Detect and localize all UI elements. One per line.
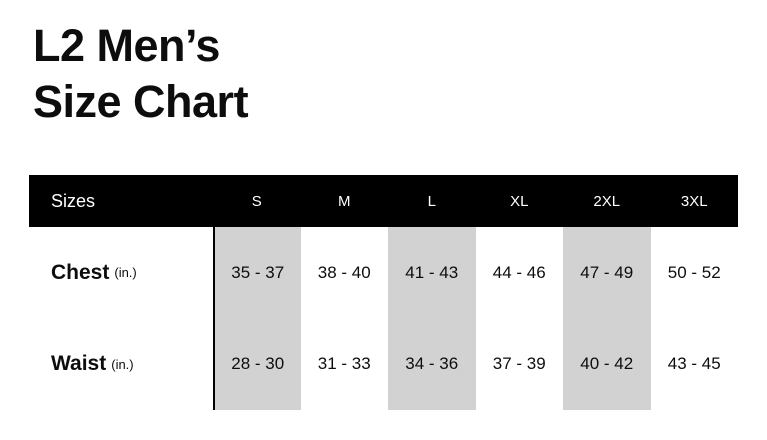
column-header-3xl: 3XL bbox=[680, 192, 708, 210]
table-row-chest: Chest (in.) 35 - 37 38 - 40 41 - 43 44 -… bbox=[29, 227, 738, 319]
cell-chest-m: 38 - 40 bbox=[317, 262, 371, 282]
page-title-line2: Size Chart bbox=[33, 76, 249, 127]
cell-waist-3xl: 43 - 45 bbox=[667, 354, 721, 374]
column-header-s: S bbox=[251, 192, 262, 210]
cell-chest-xl: 44 - 46 bbox=[492, 262, 546, 282]
cell-chest-l: 41 - 43 bbox=[388, 227, 476, 319]
table-header-row: Sizes S M L XL 2XL 3XL bbox=[29, 175, 738, 227]
size-chart-table: Sizes S M L XL 2XL 3XL Chest (in.) 35 - … bbox=[29, 175, 738, 410]
row-unit-waist-text: (in.) bbox=[111, 356, 134, 372]
cell-waist-xl: 37 - 39 bbox=[492, 354, 546, 374]
cell-waist-l: 34 - 36 bbox=[388, 318, 476, 410]
cell-waist-2xl: 40 - 42 bbox=[563, 318, 651, 410]
column-header-xl: XL bbox=[510, 192, 529, 210]
cell-chest-2xl: 47 - 49 bbox=[563, 227, 651, 319]
row-label-waist: Waist (in.) bbox=[29, 319, 213, 411]
cell-chest-s: 35 - 37 bbox=[213, 227, 301, 319]
table-row-waist: Waist (in.) 28 - 30 31 - 33 34 - 36 37 -… bbox=[29, 318, 738, 411]
column-header-2xl: 2XL bbox=[593, 192, 621, 210]
page-title-line1: L2 Men’s bbox=[33, 20, 220, 71]
cell-waist-m: 31 - 33 bbox=[317, 354, 371, 374]
row-label-chest-text: Chest bbox=[51, 260, 110, 284]
column-header-sizes: Sizes bbox=[51, 190, 96, 211]
cell-waist-s: 28 - 30 bbox=[213, 318, 301, 410]
row-label-chest: Chest (in.) bbox=[29, 227, 213, 319]
column-header-m: M bbox=[338, 192, 351, 210]
page-title: L2 Men’s Size Chart bbox=[33, 18, 249, 130]
row-label-waist-text: Waist bbox=[51, 352, 107, 376]
row-unit-chest-text: (in.) bbox=[114, 265, 137, 281]
cell-chest-3xl: 50 - 52 bbox=[667, 262, 721, 282]
column-header-l: L bbox=[427, 192, 436, 210]
